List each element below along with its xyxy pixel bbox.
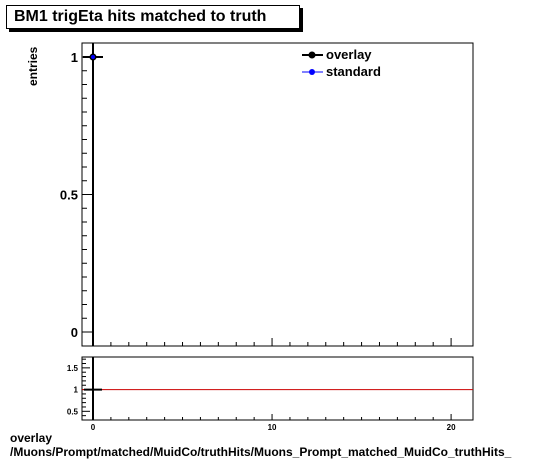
legend-overlay-label: overlay: [326, 47, 372, 62]
ratio-y-axis: 0.5 1 1.5: [67, 358, 90, 416]
main-y-tick-label: 0: [71, 325, 78, 340]
legend-standard-marker: [309, 69, 315, 75]
legend-standard-label: standard: [326, 64, 381, 79]
ratio-x-tick-label: 20: [447, 423, 456, 432]
main-y-tick-label: 0.5: [60, 188, 78, 203]
ratio-series-group: [82, 357, 473, 420]
ratio-x-tick-label: 10: [268, 423, 277, 432]
ratio-x-axis: 0 10 20: [91, 414, 456, 432]
ratio-y-tick-label: 1.5: [67, 364, 79, 373]
ratio-y-tick-label: 1: [74, 386, 79, 395]
ratio-plot-frame: [81, 356, 474, 421]
main-plot-frame: [81, 42, 474, 347]
standard-point: [91, 55, 95, 59]
legend: [302, 51, 323, 75]
main-y-axis: 00.51: [60, 50, 92, 340]
y-axis-label: entries: [26, 46, 40, 86]
main-y-tick-label: 1: [71, 50, 78, 65]
main-series-group: [83, 43, 103, 346]
chart-title: BM1 trigEta hits matched to truth: [14, 8, 267, 25]
legend-overlay-marker: [308, 51, 316, 59]
ratio-x-tick-label: 0: [91, 423, 96, 432]
main-x-axis: [92, 338, 452, 346]
footer-line-1: overlay: [10, 431, 53, 445]
title-box: BM1 trigEta hits matched to truth: [6, 5, 300, 29]
footer-line-2: /Muons/Prompt/matched/MuidCo/truthHits/M…: [10, 445, 512, 459]
ratio-y-tick-label: 0.5: [67, 407, 79, 416]
